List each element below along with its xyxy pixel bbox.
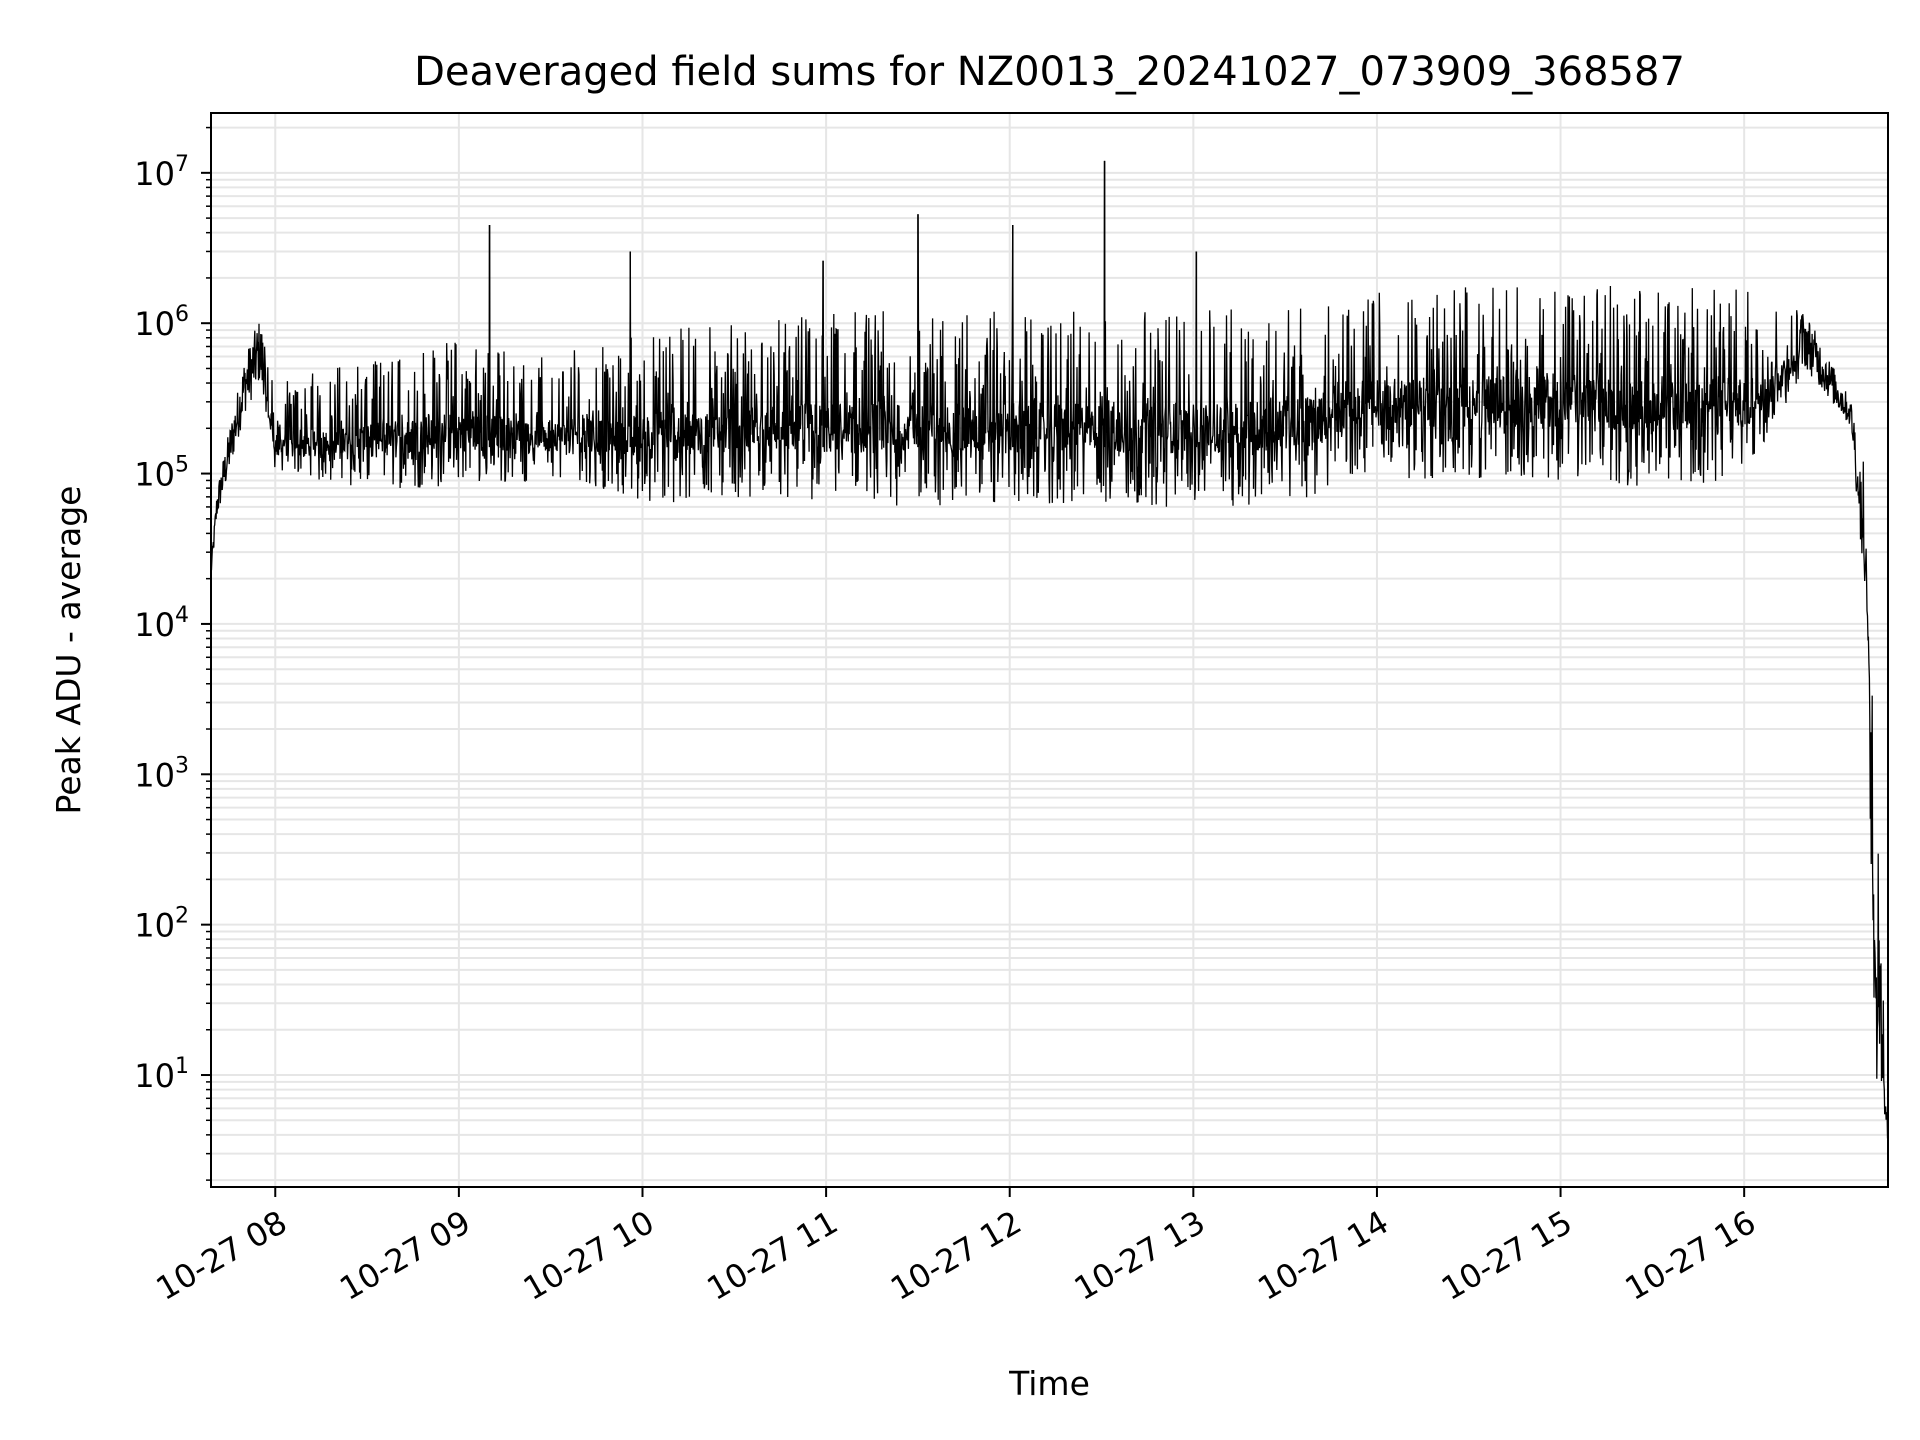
y-tick-label: 105 [134,453,189,494]
plot-frame [210,112,1889,1188]
y-tick-exponent: 5 [175,453,189,478]
y-tick-exponent: 7 [175,152,189,177]
y-axis-label: Peak ADU - average [49,486,88,815]
y-tick-label: 104 [134,603,189,644]
y-tick-base: 10 [134,756,175,794]
y-tick-exponent: 1 [175,1054,189,1079]
series-line [210,160,1889,1139]
y-tick-exponent: 3 [175,753,189,778]
y-tick-label: 106 [134,302,189,343]
y-tick-exponent: 6 [175,302,189,327]
x-axis-label: Time [1008,1364,1090,1403]
y-tick-base: 10 [134,907,175,945]
y-tick-base: 10 [134,1057,175,1095]
y-tick-base: 10 [134,155,175,193]
y-tick-label: 101 [134,1054,189,1095]
series [210,160,1889,1139]
y-tick-base: 10 [134,606,175,644]
chart-title: Deaveraged field sums for NZ0013_2024102… [414,49,1685,95]
y-tick-label: 102 [134,904,189,945]
y-tick-base: 10 [134,456,175,494]
y-tick-label: 107 [134,152,189,193]
y-tick-label: 103 [134,753,189,794]
y-tick-base: 10 [134,305,175,343]
y-tick-exponent: 4 [175,603,189,628]
y-tick-exponent: 2 [175,904,189,929]
